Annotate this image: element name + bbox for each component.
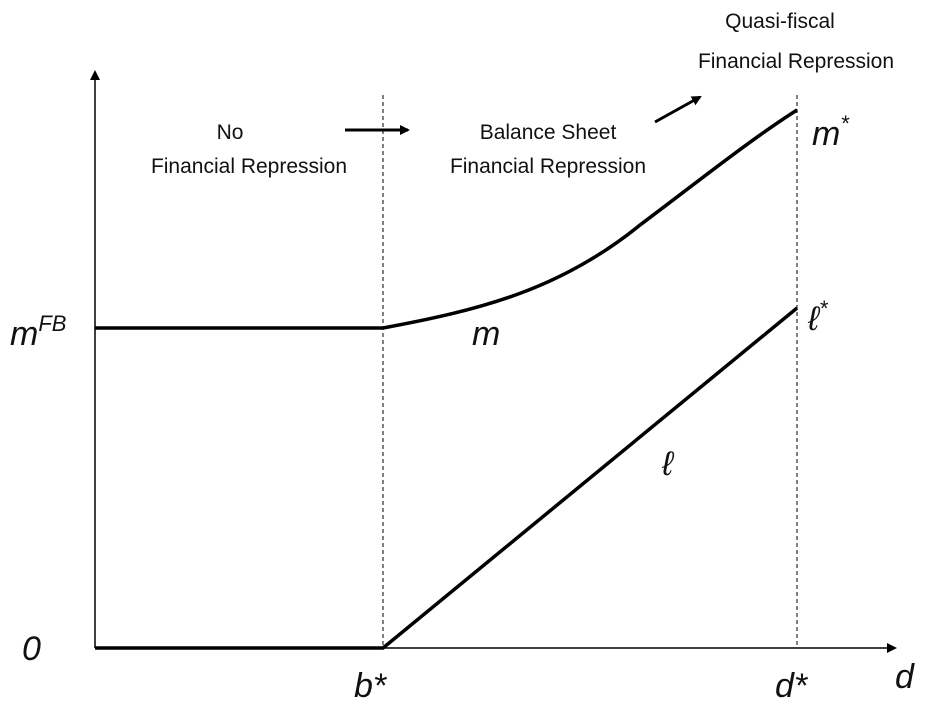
l-curve [95, 306, 799, 650]
regime-label: No [217, 121, 244, 144]
label-sup: * [819, 296, 829, 321]
regime-label: Financial Repression [698, 50, 894, 73]
m-star-label: m* [812, 111, 850, 153]
label-base: ℓ [807, 300, 821, 338]
label-sup: FB [38, 311, 66, 336]
b-star-label: b* [354, 667, 388, 705]
l-label: ℓ [661, 445, 675, 483]
regime-label: Financial Repression [450, 155, 646, 178]
transition-arrow [654, 95, 702, 124]
m-curve [95, 108, 798, 330]
label-base: m [812, 115, 840, 153]
l-star-label: ℓ* [807, 296, 829, 338]
regime-label: Quasi-fiscal [725, 10, 835, 33]
label-base: m [10, 315, 38, 353]
regime-label: Balance Sheet [480, 121, 617, 144]
origin-label: 0 [22, 630, 41, 668]
x-axis-label: d [895, 658, 915, 696]
regime-label: Financial Repression [151, 155, 347, 178]
m-fb-label: mFB [10, 311, 66, 353]
m-label: m [472, 315, 500, 353]
d-star-label: d* [775, 667, 809, 705]
label-sup: * [840, 111, 850, 136]
